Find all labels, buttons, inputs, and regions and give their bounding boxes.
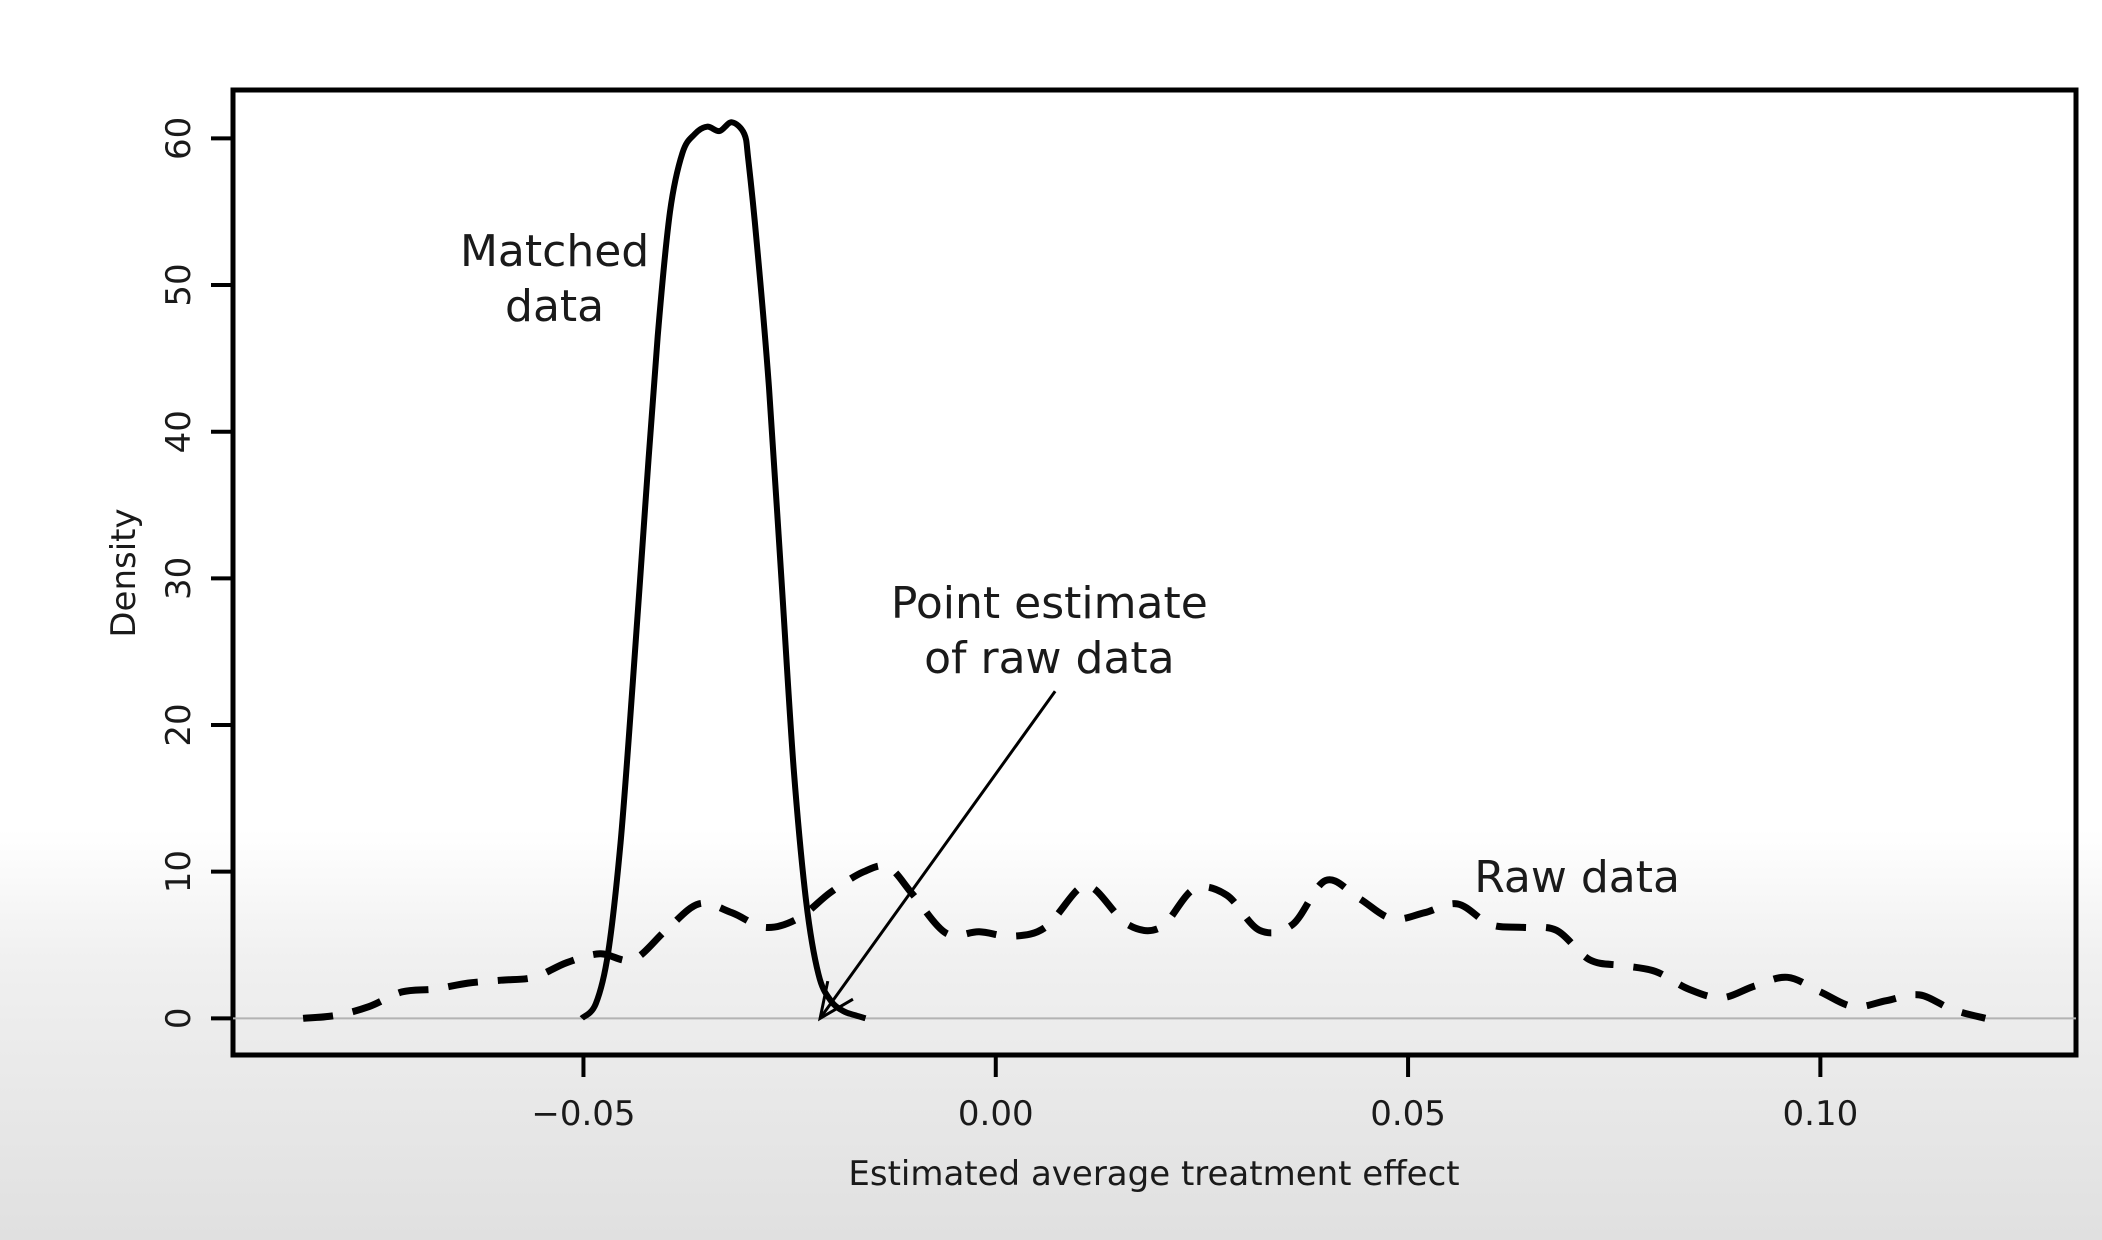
annotations: Matched data Point estimate of raw data Raw … [460, 226, 1680, 903]
matched-data-label: Matched data [460, 226, 649, 332]
y-tick-label: 40 [159, 410, 199, 453]
y-tick-label: 50 [159, 263, 199, 306]
annotation-line: data [505, 281, 604, 332]
x-tick-label: −0.05 [531, 1094, 635, 1134]
y-tick-label: 30 [159, 557, 199, 600]
point-estimate-arrow [817, 690, 1057, 1022]
raw-data-label: Raw data [1474, 852, 1680, 903]
annotation-line: Point estimate [891, 578, 1208, 629]
plot-frame [230, 87, 2079, 1058]
x-tick-label: 0.00 [958, 1094, 1034, 1134]
y-tick-label: 60 [159, 117, 199, 160]
x-tick-label: 0.10 [1783, 1094, 1859, 1134]
point-estimate-label: Point estimate of raw data [891, 578, 1208, 684]
annotation-line: of raw data [924, 633, 1175, 684]
x-axis: −0.05 0.00 0.05 0.10 [531, 1055, 1858, 1134]
series-raw-data-line [302, 862, 1987, 1022]
arrow-shaft [818, 690, 1057, 1020]
annotation-line: Matched [460, 226, 649, 277]
x-tick-label: 0.05 [1370, 1094, 1446, 1134]
y-tick-label: 20 [159, 703, 199, 746]
series-matched-data-line [579, 119, 867, 1022]
y-tick-label: 10 [159, 850, 199, 893]
y-tick-label: 0 [159, 1008, 199, 1030]
y-axis-title: Density [104, 508, 144, 637]
y-axis: 0 10 20 30 40 50 60 [159, 117, 233, 1029]
x-axis-title: Estimated average treatment effect [848, 1154, 1459, 1194]
arrow-head [817, 980, 854, 1022]
annotation-line: Raw data [1474, 852, 1680, 903]
